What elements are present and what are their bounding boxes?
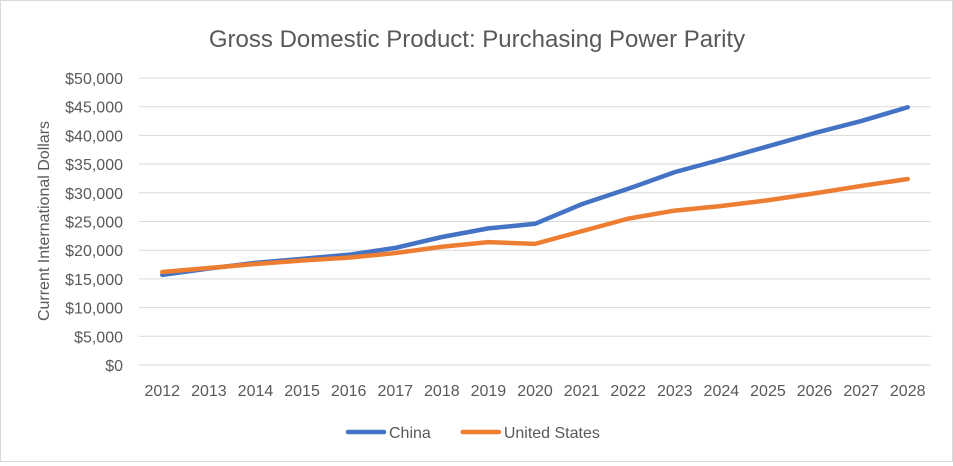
y-tick-label: $15,000 [65,272,123,289]
x-tick-label: 2016 [331,383,367,400]
legend-label: China [389,425,431,442]
y-tick-label: $0 [105,358,123,375]
x-tick-label: 2027 [843,383,879,400]
y-tick-label: $5,000 [74,329,123,346]
x-tick-label: 2021 [564,383,600,400]
legend-item: China [345,425,431,442]
chart-title: Gross Domestic Product: Purchasing Power… [209,26,745,53]
x-tick-label: 2019 [471,383,507,400]
x-tick-label: 2028 [890,383,926,400]
x-tick-label: 2014 [238,383,274,400]
x-tick-label: 2024 [704,383,740,400]
x-tick-label: 2022 [610,383,646,400]
x-tick-label: 2018 [424,383,460,400]
x-tick-label: 2013 [191,383,227,400]
x-tick-label: 2012 [144,383,180,400]
x-tick-label: 2015 [284,383,320,400]
y-tick-label: $45,000 [65,100,123,117]
x-tick-label: 2023 [657,383,693,400]
y-tick-label: $30,000 [65,186,123,203]
y-tick-label: $35,000 [65,157,123,174]
series-line-united-states [160,176,910,275]
legend-item: United States [460,425,600,442]
x-tick-label: 2026 [797,383,833,400]
x-tick-label: 2017 [377,383,413,400]
x-tick-label: 2020 [517,383,553,400]
x-tick-label: 2025 [750,383,786,400]
y-tick-label: $40,000 [65,128,123,145]
y-tick-label: $50,000 [65,71,123,88]
y-tick-label: $10,000 [65,301,123,318]
y-tick-label: $25,000 [65,215,123,232]
legend-label: United States [504,425,600,442]
y-tick-label: $20,000 [65,243,123,260]
y-axis-label: Current International Dollars [36,121,53,321]
